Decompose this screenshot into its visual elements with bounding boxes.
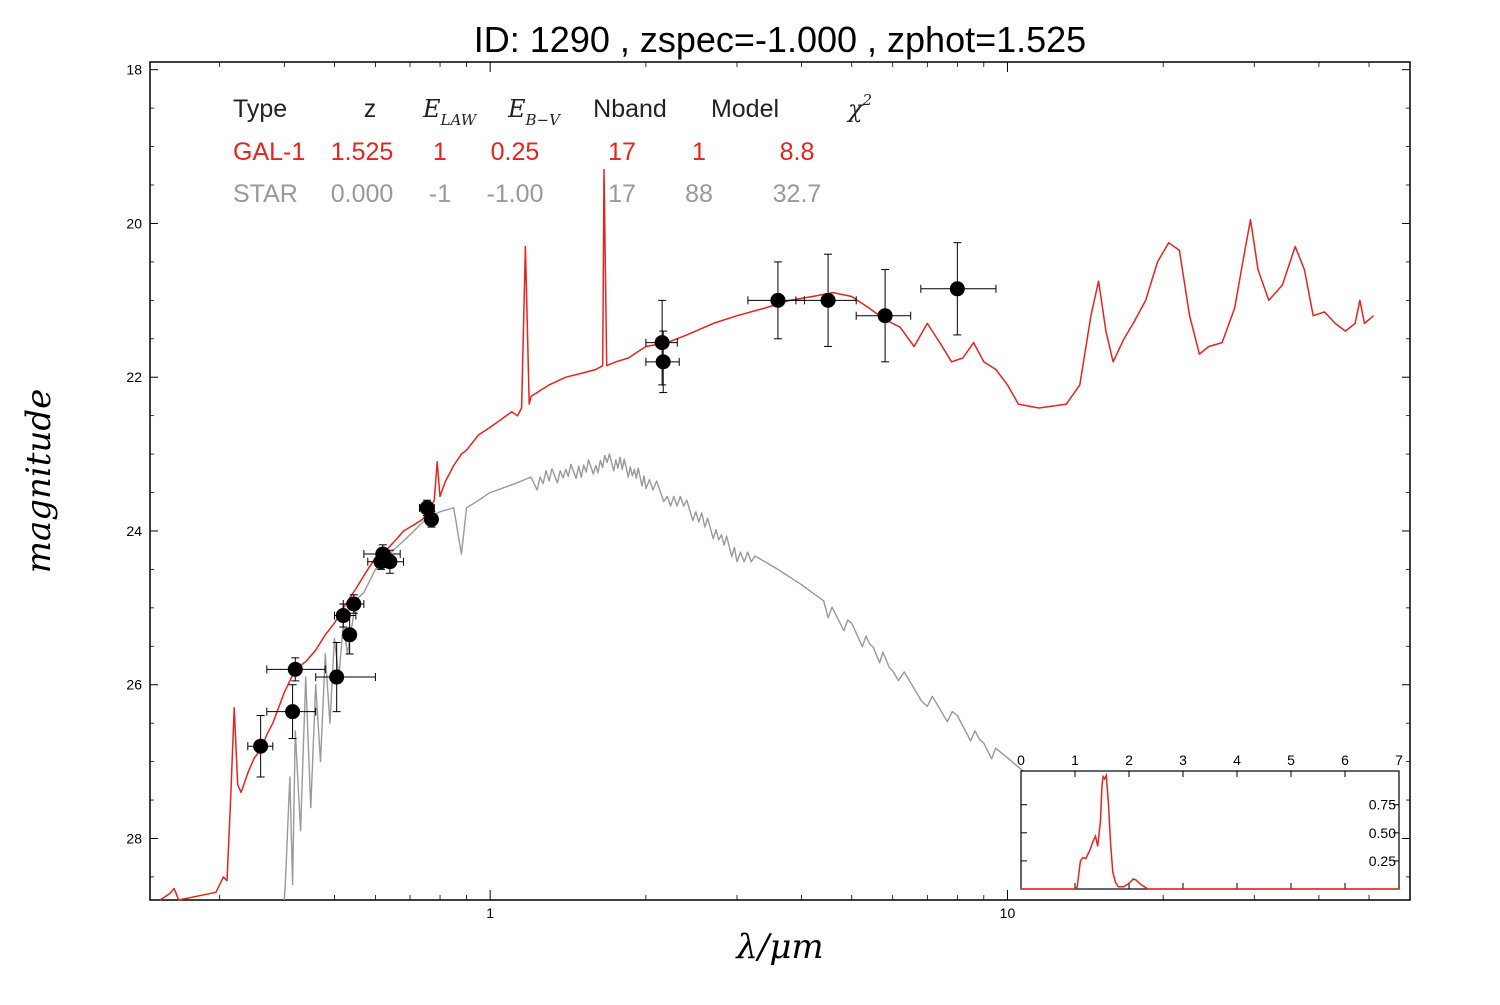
photometry-marker [373,554,389,570]
cell-type: STAR [233,180,298,208]
inset-y-tick-label: 0.25 [1369,853,1396,869]
photometry-point [855,269,912,363]
inset-x-tick-label: 2 [1125,752,1133,768]
photometry-point [266,657,326,682]
star-sed-layer [283,453,1067,901]
photometry-marker [287,661,303,677]
inset-axes-frame [1020,770,1400,890]
table-row: STAR 0.000 -1 -1.00 17 88 32.7 [233,180,821,208]
header-z: z [364,95,377,123]
plot-title: ID: 1290 , zspec=-1.000 , zphot=1.525 [474,19,1086,60]
y-axis-label: magnitude [19,389,59,574]
cell-z: 0.000 [331,180,394,208]
inset-y-tick-label: 0.75 [1369,797,1396,813]
photometry-marker [335,608,351,624]
photometry-marker [770,292,786,308]
inset-pdz-line [1021,772,1399,890]
cell-chi2: 32.7 [773,180,822,208]
cell-model: 1 [692,138,706,166]
cell-chi2: 8.8 [780,138,815,166]
photometry-marker [346,596,362,612]
photometry-point [920,242,997,336]
photometry-marker [329,669,345,685]
header-type: Type [233,95,287,123]
y-tick-label: 22 [126,369,142,385]
photometry-point [266,684,317,740]
photometry-marker [342,627,358,643]
inset-x-tick-label: 6 [1341,752,1349,768]
inset-x-tick-label: 1 [1071,752,1079,768]
photometry-point [247,714,274,778]
cell-elaw: -1 [429,180,451,208]
y-tick-label: 28 [126,830,142,846]
cell-nband: 17 [608,180,636,208]
photometry-marker [253,738,269,754]
main-tick-labels: 18 20 22 24 26 28 1 10 [126,62,1015,921]
photometry-marker [423,511,439,527]
main-ticks [150,62,1410,900]
photometry-marker [654,335,670,351]
photometry-point [342,594,365,614]
table-rows: GAL-1 1.525 1 0.25 17 1 8.8 STAR 0.000 -1 -1.00 17 8… [233,138,821,208]
photometry-point [342,615,358,655]
photometry-point [795,253,857,347]
photometry-marker [655,354,671,370]
x-axis-label: λ/μm [734,927,823,967]
galaxy-sed-line [159,168,1374,901]
header-nband: Nband [593,95,667,123]
inset-x-tick-label: 7 [1395,752,1403,768]
photometry-point [645,330,680,394]
cell-elaw: 1 [433,138,447,166]
main-axes-frame [149,61,1411,901]
inset-x-tick-label: 4 [1233,752,1241,768]
cell-ebv: 0.25 [491,138,540,166]
inset-x-tick-label: 3 [1179,752,1187,768]
inset-y-tick-label: 0.50 [1369,825,1396,841]
inset-pdz: 0 1 2 3 4 5 6 7 0.25 0.50 0.75 [1017,752,1403,890]
cell-type: GAL-1 [233,138,305,166]
header-ebv: EB−V [507,95,562,129]
y-tick-label: 26 [126,677,142,693]
x-tick-label: 10 [1000,905,1016,921]
photometry-point [747,261,805,340]
header-elaw: ELAW [422,95,478,129]
inset-x-tick-label: 0 [1017,752,1025,768]
photometry-points [247,242,997,778]
cell-ebv: -1.00 [487,180,544,208]
y-tick-label: 24 [126,523,142,539]
star-sed-line [283,453,1067,901]
fit-results-table: Type z ELAW EB−V Nband Model χ2 GAL-1 1.5… [233,91,872,208]
cell-z: 1.525 [331,138,394,166]
header-chi2: χ2 [846,91,872,123]
photometry-marker [877,308,893,324]
x-tick-label: 1 [486,905,494,921]
photometry-marker [949,281,965,297]
header-model: Model [711,95,779,123]
y-tick-label: 18 [126,62,142,78]
galaxy-sed-layer [159,168,1374,901]
inset-x-tick-label: 5 [1287,752,1295,768]
cell-model: 88 [685,180,713,208]
photometry-marker [820,292,836,308]
table-row: GAL-1 1.525 1 0.25 17 1 8.8 [233,138,814,166]
photometry-point [367,553,394,570]
photometry-point [315,641,376,713]
y-tick-label: 20 [126,215,142,231]
photometry-point [423,511,439,528]
photometry-point [645,299,678,386]
cell-nband: 17 [608,138,636,166]
photometry-marker [285,704,301,720]
